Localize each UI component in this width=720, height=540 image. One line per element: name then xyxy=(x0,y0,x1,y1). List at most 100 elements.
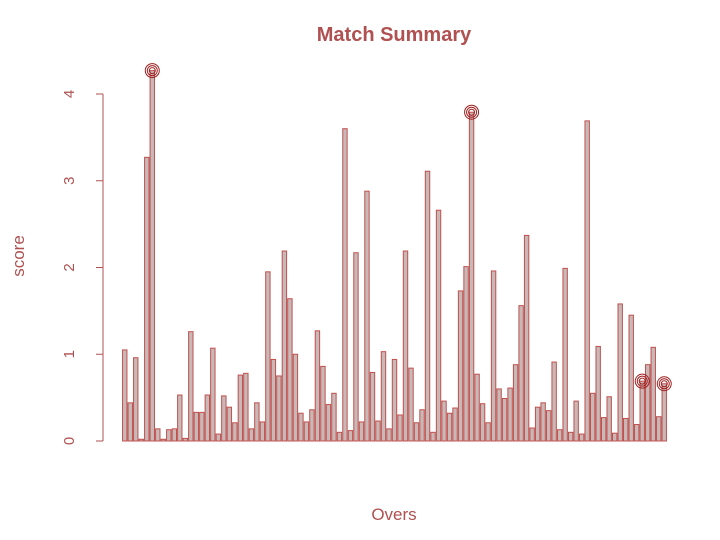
bar xyxy=(292,353,299,442)
bar xyxy=(221,395,227,442)
bar xyxy=(518,305,524,442)
y-tick-label: 0 xyxy=(61,437,78,445)
bar xyxy=(600,417,607,442)
bar xyxy=(369,371,376,442)
bar xyxy=(298,412,304,442)
bar xyxy=(551,361,557,442)
wicket-marker xyxy=(144,63,160,79)
bar xyxy=(353,252,359,442)
bar xyxy=(430,431,436,442)
bar xyxy=(237,374,244,442)
bar xyxy=(529,427,535,442)
bar xyxy=(144,156,150,442)
bar xyxy=(259,421,266,442)
y-tick-label: 2 xyxy=(61,263,78,271)
bar xyxy=(320,365,326,442)
bar xyxy=(314,330,321,442)
bar xyxy=(243,372,249,442)
bar xyxy=(452,407,458,442)
bar xyxy=(413,422,420,442)
bar xyxy=(424,170,431,442)
x-axis-label: Overs xyxy=(371,505,416,524)
bar xyxy=(634,424,640,442)
bar xyxy=(342,128,348,442)
bar xyxy=(193,411,200,442)
bar xyxy=(138,438,144,442)
chart-title: Match Summary xyxy=(317,24,472,46)
bar xyxy=(127,402,133,442)
bar xyxy=(276,375,282,442)
bar xyxy=(182,437,189,442)
bar xyxy=(265,271,271,442)
bar xyxy=(639,380,645,442)
bar xyxy=(573,400,579,442)
bar xyxy=(523,234,530,442)
bar xyxy=(628,314,634,442)
bar xyxy=(287,298,293,442)
bar xyxy=(402,250,409,442)
bar xyxy=(501,397,508,442)
y-tick-label: 4 xyxy=(61,90,78,98)
bar xyxy=(397,414,403,442)
bar xyxy=(496,388,502,442)
bar xyxy=(408,367,414,442)
bar xyxy=(578,433,585,442)
y-tick-label: 1 xyxy=(61,350,78,358)
bar xyxy=(270,358,277,442)
bar xyxy=(122,349,128,442)
bar xyxy=(380,351,387,442)
bar xyxy=(375,420,381,442)
bar xyxy=(309,409,315,442)
bar xyxy=(188,331,194,442)
bar xyxy=(149,70,155,442)
bar xyxy=(155,428,161,442)
wicket-marker xyxy=(656,376,672,392)
bar xyxy=(386,428,392,442)
bar xyxy=(617,303,623,442)
bar xyxy=(281,250,288,442)
bar xyxy=(661,383,667,442)
wicket-marker xyxy=(634,373,650,389)
bar xyxy=(656,416,662,442)
bars xyxy=(122,70,667,442)
y-axis-label: score xyxy=(9,235,28,277)
bar xyxy=(595,345,601,442)
bar xyxy=(171,428,178,442)
y-axis: 0 1 2 3 4 xyxy=(61,90,104,445)
bar xyxy=(485,422,491,442)
bar xyxy=(479,403,486,442)
bar xyxy=(540,402,546,442)
bar xyxy=(166,429,172,442)
bar xyxy=(612,432,618,442)
bar xyxy=(545,410,552,442)
bar xyxy=(435,209,442,442)
bar xyxy=(391,358,398,442)
bar xyxy=(623,417,629,442)
bar xyxy=(534,406,541,442)
bar xyxy=(446,412,453,442)
bar xyxy=(589,392,596,442)
wicket-marker xyxy=(464,104,480,120)
bar xyxy=(215,433,222,442)
bar xyxy=(457,290,464,442)
bar xyxy=(364,190,370,442)
bar xyxy=(556,429,563,442)
bar xyxy=(507,387,513,442)
bar xyxy=(210,347,216,442)
bar xyxy=(303,421,310,442)
bar xyxy=(645,364,651,442)
bar xyxy=(606,396,612,442)
bar xyxy=(650,346,656,442)
bar xyxy=(512,364,519,442)
bar xyxy=(160,438,166,442)
y-tick-label: 3 xyxy=(61,177,78,185)
bar xyxy=(490,270,497,442)
bar xyxy=(232,422,238,442)
bar xyxy=(336,431,343,442)
bar xyxy=(347,430,354,442)
bar xyxy=(441,400,447,442)
bar xyxy=(204,394,211,442)
bar xyxy=(248,428,255,442)
bar xyxy=(474,373,480,442)
bar xyxy=(133,357,139,442)
